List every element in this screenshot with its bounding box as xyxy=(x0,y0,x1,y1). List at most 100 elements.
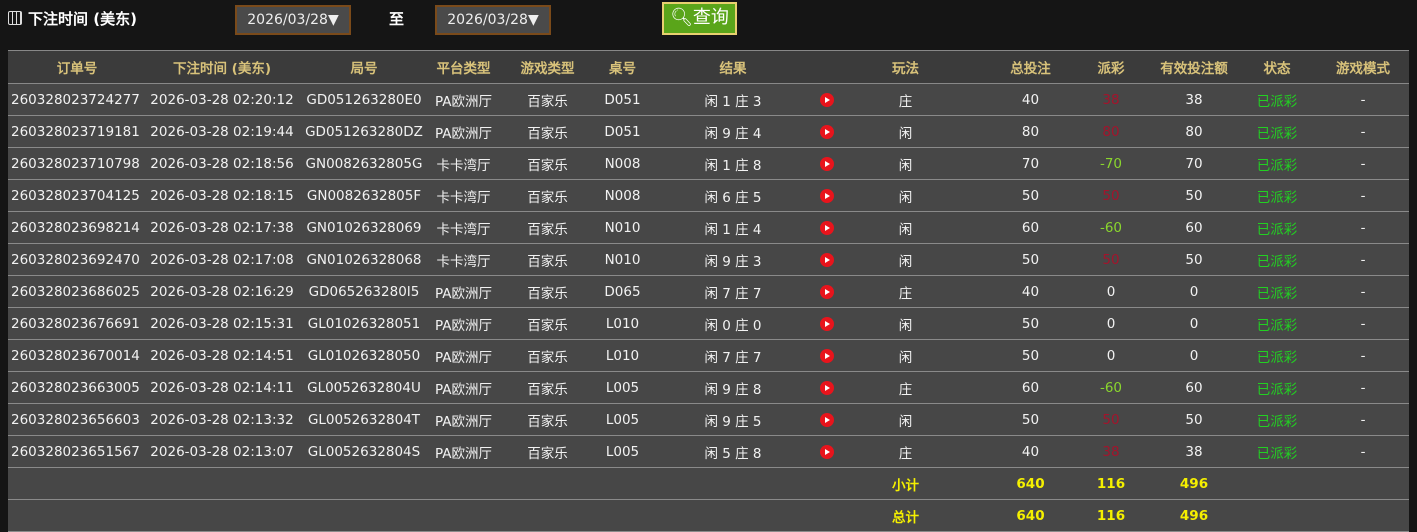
replay-cell[interactable] xyxy=(800,243,854,276)
order-id: 260328023663005 xyxy=(8,371,146,404)
replay-cell[interactable] xyxy=(800,435,854,468)
round-id: GL0052632804S xyxy=(298,435,430,468)
total-bet: 40 xyxy=(957,435,1071,468)
bet-time: 2026-03-28 02:18:56 xyxy=(146,147,298,180)
valid-bet: 80 xyxy=(1151,115,1237,148)
bet-type: 庄 xyxy=(854,275,957,308)
platform-type: PA欧洲厅 xyxy=(430,371,497,404)
replay-cell[interactable] xyxy=(800,371,854,404)
table-id: L010 xyxy=(598,339,647,372)
replay-cell[interactable] xyxy=(800,275,854,308)
game-type: 百家乐 xyxy=(497,83,598,116)
game-type: 百家乐 xyxy=(497,147,598,180)
query-button[interactable]: 🔍︎查询 xyxy=(662,2,737,35)
platform-type: PA欧洲厅 xyxy=(430,403,497,436)
replay-cell[interactable] xyxy=(800,83,854,116)
play-icon[interactable] xyxy=(820,316,834,331)
game-mode: - xyxy=(1317,115,1409,148)
table-row: 260328023656603 2026-03-28 02:13:32 GL0052… xyxy=(8,403,1409,436)
game-mode: - xyxy=(1317,211,1409,244)
status: 已派彩 xyxy=(1237,403,1317,436)
bet-type: 闲 xyxy=(854,179,957,212)
header-platform-type: 平台类型 xyxy=(430,50,497,84)
status: 已派彩 xyxy=(1237,275,1317,308)
bet-time: 2026-03-28 02:14:11 xyxy=(146,371,298,404)
play-icon[interactable] xyxy=(820,444,834,459)
platform-type: PA欧洲厅 xyxy=(430,275,497,308)
round-id: GD051263280E0 xyxy=(298,83,430,116)
start-date-select[interactable]: 2026/03/28▼ xyxy=(235,5,351,35)
total-bet: 50 xyxy=(957,403,1071,436)
result: 闲 7 庄 7 xyxy=(647,339,800,372)
header-bet-time: 下注时间 (美东) xyxy=(146,50,298,84)
play-icon[interactable] xyxy=(820,156,834,171)
grandtotal-payout: 116 xyxy=(1071,499,1151,532)
table-row: 260328023651567 2026-03-28 02:13:07 GL0052… xyxy=(8,435,1409,468)
query-label: 查询 xyxy=(692,7,729,28)
status: 已派彩 xyxy=(1237,371,1317,404)
order-id: 260328023692470 xyxy=(8,243,146,276)
replay-cell[interactable] xyxy=(800,179,854,212)
result: 闲 6 庄 5 xyxy=(647,179,800,212)
end-date-select[interactable]: 2026/03/28▼ xyxy=(435,5,551,35)
table-row: 260328023686025 2026-03-28 02:16:29 GD0652… xyxy=(8,275,1409,308)
valid-bet: 50 xyxy=(1151,179,1237,212)
payout: 50 xyxy=(1071,403,1151,436)
result: 闲 7 庄 7 xyxy=(647,275,800,308)
round-id: GL01026328051 xyxy=(298,307,430,340)
play-icon[interactable] xyxy=(820,220,834,235)
table-row: 260328023724277 2026-03-28 02:20:12 GD0512… xyxy=(8,83,1409,116)
replay-cell[interactable] xyxy=(800,115,854,148)
result: 闲 9 庄 3 xyxy=(647,243,800,276)
replay-cell[interactable] xyxy=(800,403,854,436)
order-id: 260328023686025 xyxy=(8,275,146,308)
replay-cell[interactable] xyxy=(800,211,854,244)
status: 已派彩 xyxy=(1237,243,1317,276)
table-row: 260328023692470 2026-03-28 02:17:08 GN0102… xyxy=(8,243,1409,276)
play-icon[interactable] xyxy=(820,92,834,107)
platform-type: PA欧洲厅 xyxy=(430,339,497,372)
platform-type: 卡卡湾厅 xyxy=(430,243,497,276)
total-bet: 70 xyxy=(957,147,1071,180)
play-icon[interactable] xyxy=(820,348,834,363)
play-icon[interactable] xyxy=(820,284,834,299)
order-id: 260328023656603 xyxy=(8,403,146,436)
play-icon[interactable] xyxy=(820,124,834,139)
bet-type: 闲 xyxy=(854,339,957,372)
total-bet: 50 xyxy=(957,179,1071,212)
game-mode: - xyxy=(1317,307,1409,340)
header-valid-bet: 有效投注额 xyxy=(1151,50,1237,84)
payout: 80 xyxy=(1071,115,1151,148)
bet-type: 闲 xyxy=(854,307,957,340)
replay-cell[interactable] xyxy=(800,307,854,340)
table-row: 260328023676691 2026-03-28 02:15:31 GL0102… xyxy=(8,307,1409,340)
order-id: 260328023710798 xyxy=(8,147,146,180)
play-icon[interactable] xyxy=(820,412,834,427)
order-id: 260328023724277 xyxy=(8,83,146,116)
status: 已派彩 xyxy=(1237,339,1317,372)
valid-bet: 60 xyxy=(1151,211,1237,244)
game-mode: - xyxy=(1317,371,1409,404)
payout: 50 xyxy=(1071,179,1151,212)
order-id: 260328023676691 xyxy=(8,307,146,340)
table-row: 260328023670014 2026-03-28 02:14:51 GL0102… xyxy=(8,339,1409,372)
valid-bet: 38 xyxy=(1151,83,1237,116)
platform-type: 卡卡湾厅 xyxy=(430,211,497,244)
game-type: 百家乐 xyxy=(497,275,598,308)
bet-time: 2026-03-28 02:13:07 xyxy=(146,435,298,468)
order-id: 260328023704125 xyxy=(8,179,146,212)
blank-cell xyxy=(8,499,854,532)
payout: 0 xyxy=(1071,339,1151,372)
status: 已派彩 xyxy=(1237,147,1317,180)
game-mode: - xyxy=(1317,83,1409,116)
replay-cell[interactable] xyxy=(800,147,854,180)
play-icon[interactable] xyxy=(820,380,834,395)
table-id: N008 xyxy=(598,179,647,212)
header-total-bet: 总投注 xyxy=(957,50,1071,84)
play-icon[interactable] xyxy=(820,252,834,267)
table-id: N008 xyxy=(598,147,647,180)
play-icon[interactable] xyxy=(820,188,834,203)
replay-cell[interactable] xyxy=(800,339,854,372)
bet-time: 2026-03-28 02:15:31 xyxy=(146,307,298,340)
status: 已派彩 xyxy=(1237,435,1317,468)
